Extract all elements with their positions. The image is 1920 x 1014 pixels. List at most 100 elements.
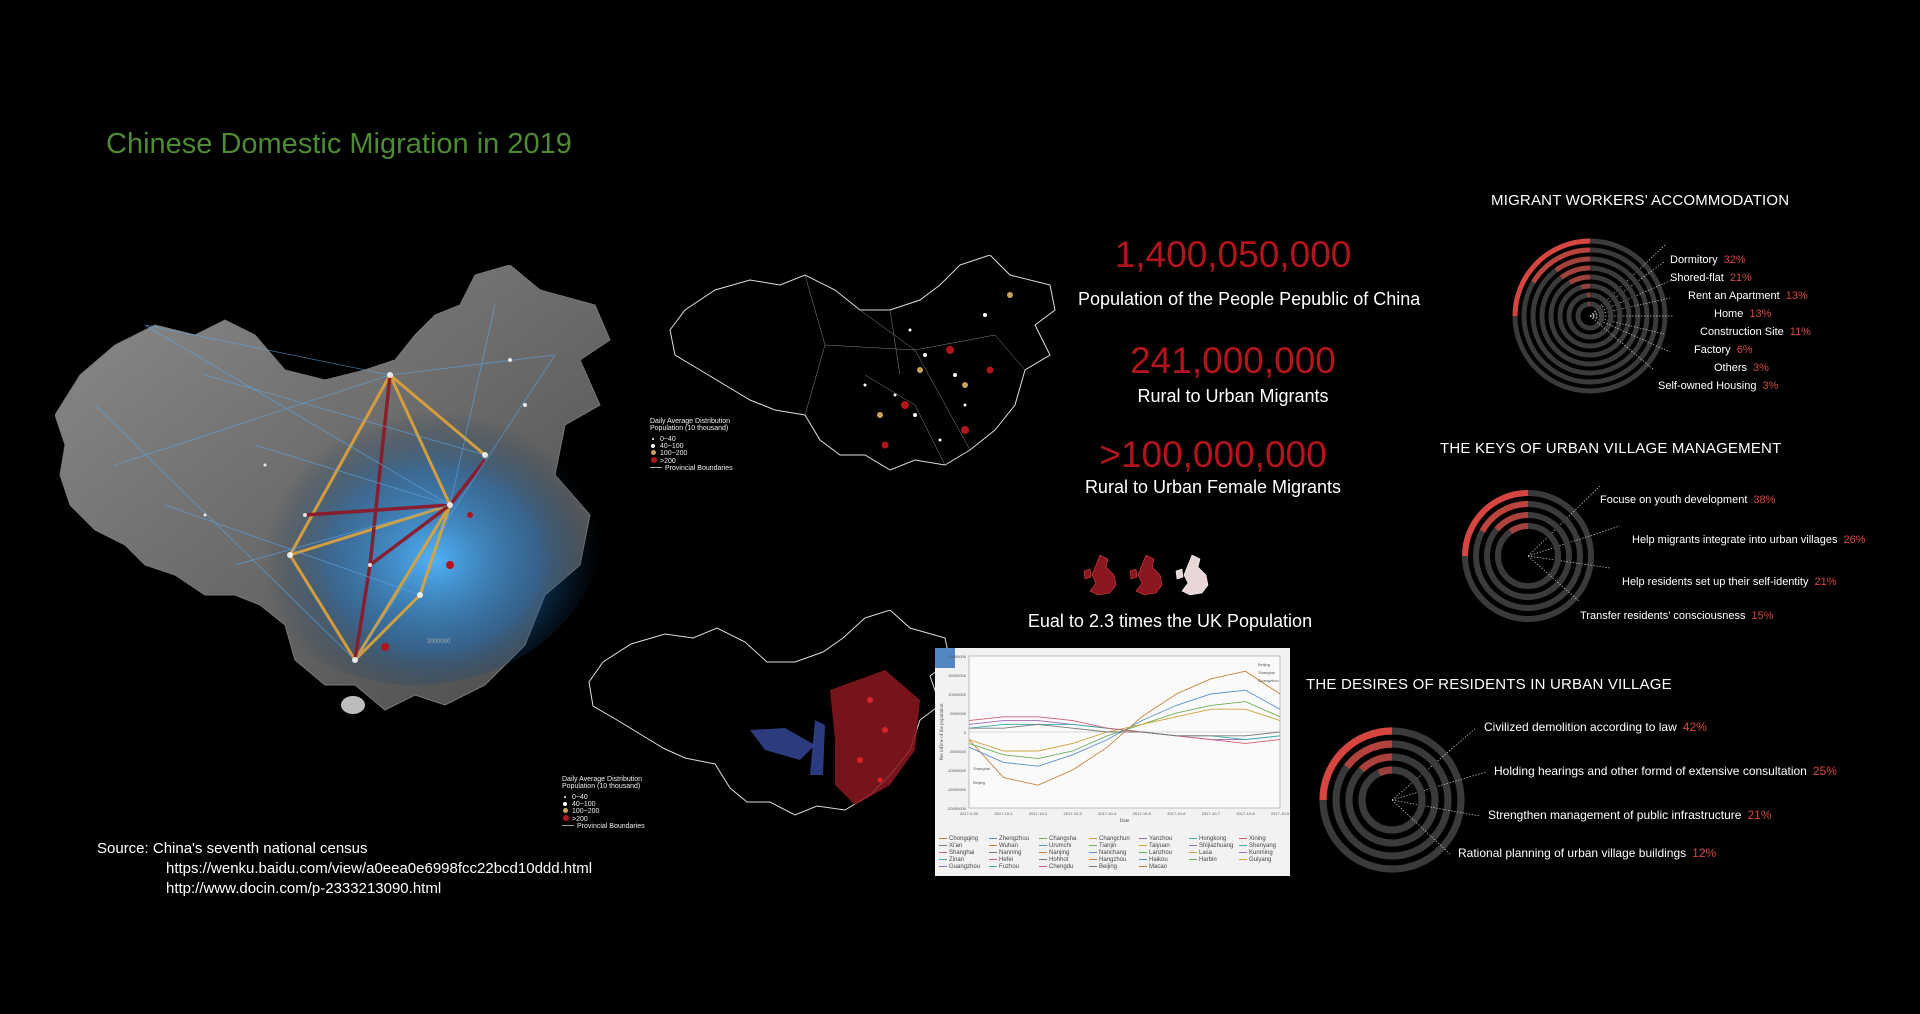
y-tick-label: 5000000 (950, 711, 966, 716)
legend-swatch (1089, 838, 1097, 839)
radial-label-pct: 12% (1692, 846, 1717, 860)
desires-labels: Civilized demolition according to law 42%… (1390, 720, 1910, 884)
radial-label-pct: 21% (1729, 272, 1752, 284)
legend-row: 100~200 (660, 450, 688, 457)
legend-row: >200 (660, 458, 676, 465)
legend-swatch (1189, 845, 1197, 846)
x-tick-label: 2017-10-6 (1167, 811, 1186, 816)
legend-entry: Kunming (1239, 850, 1287, 856)
radial-label: Focuse on youth development 38% (1600, 494, 1775, 506)
y-tick-label: 0 (964, 730, 967, 735)
accommodation-labels: Dormitory 32% Shored-flat 21% Rent an Apartm… (1540, 248, 1820, 408)
x-tick-label: 2017-10-4 (1098, 811, 1117, 816)
page-title: Chinese Domestic Migration in 2019 (106, 128, 572, 160)
desires-title: THE DESIRES OF RESIDENTS IN URBAN VILLAG… (1306, 676, 1672, 693)
map-legend-top: Daily Average Distribution Population (1… (650, 418, 733, 472)
radial-label-text: Construction Site (1700, 326, 1784, 338)
legend-swatch (1239, 845, 1247, 846)
radial-label-pct: 15% (1751, 610, 1774, 622)
leader-line (1589, 315, 1655, 371)
legend-entry: Fuzhou (989, 864, 1037, 870)
radial-bar (1494, 511, 1529, 532)
leader-line (1391, 799, 1451, 855)
legend-city: Haikou (1149, 857, 1168, 863)
x-tick-label: 2017-10-5 (1133, 811, 1152, 816)
radial-label-pct: 25% (1812, 764, 1837, 778)
legend-row: 40~100 (572, 801, 596, 808)
legend-entry: Taiyuan (1139, 843, 1187, 849)
legend-row: >200 (572, 816, 588, 823)
radial-label-pct: 26% (1843, 534, 1866, 546)
x-tick-label: 2017-10-7 (1202, 811, 1221, 816)
map-legend-bottom: Daily Average Distribution Population (1… (562, 776, 645, 830)
radial-label-text: Strengthen management of public infrastr… (1488, 808, 1742, 822)
map-annotation: 2000000 (427, 639, 451, 645)
legend-entry: Nanjing (1039, 850, 1087, 856)
legend-city: Kunming (1249, 850, 1273, 856)
radial-label-pct: 21% (1814, 576, 1837, 588)
radial-label-text: Others (1714, 362, 1748, 374)
y-tick-label: 15000000 (948, 673, 967, 678)
legend-swatch (1039, 845, 1047, 846)
radial-label-text: Rational planning of urban village build… (1458, 846, 1687, 860)
radial-bar (1319, 727, 1393, 801)
legend-entry: Chengdu (1039, 864, 1087, 870)
legend-entry: Shenyang (1239, 843, 1287, 849)
legend-row: 40~100 (660, 443, 684, 450)
legend-swatch (989, 838, 997, 839)
chart-legend: Chongqing Zhengzhou Changsha Changchun Yanzh… (939, 836, 1287, 870)
source-url-2[interactable]: http://www.docin.com/p-2333213090.html (166, 880, 442, 897)
radial-label: Self-owned Housing 3% (1658, 380, 1778, 392)
population-value: 1,400,050,000 (1114, 234, 1352, 275)
series-label: Shanghai (973, 766, 990, 771)
legend-swatch (989, 852, 997, 853)
legend-entry: Guiyang (1239, 857, 1287, 863)
legend-entry: Changsha (1039, 836, 1087, 842)
source-url-1[interactable]: https://wenku.baidu.com/view/a0eea0e6998… (166, 860, 593, 877)
legend-title: Daily Average Distribution (650, 418, 731, 425)
legend-swatch (1139, 859, 1147, 860)
china-outline-map-top (669, 255, 1056, 471)
radial-bar (1531, 247, 1591, 284)
y-tick-label: 10000000 (948, 692, 967, 697)
legend-city: Hohhot (1049, 857, 1069, 863)
legend-entry: Zinan (939, 857, 987, 863)
radial-label: Construction Site 11% (1700, 326, 1811, 338)
legend-swatch (939, 852, 947, 853)
legend-subtitle: Population (10 thousand) (650, 425, 729, 432)
radial-bar (1377, 766, 1393, 777)
x-tick-label: 2017-10-2 (1029, 811, 1048, 816)
female-migrants-value: >100,000,000 (1099, 434, 1327, 475)
legend-entry: Changchun (1089, 836, 1137, 842)
legend-swatch (939, 859, 947, 860)
legend-swatch (1039, 852, 1047, 853)
legend-city: Hangzhou (1099, 857, 1127, 863)
legend-city: Changsha (1049, 836, 1077, 842)
legend-row: Provincial Boundaries (665, 465, 733, 472)
legend-entry: Xining (1239, 836, 1287, 842)
y-tick-label: -15000000 (947, 787, 967, 792)
legend-city: Hefei (999, 857, 1014, 863)
uk-icon-partial (1175, 554, 1209, 596)
legend-city: Chongqing (949, 836, 979, 842)
legend-swatch (939, 866, 947, 867)
migrants-value: 241,000,000 (1130, 340, 1336, 381)
net-inflow-chart: 20000000 15000000 10000000 5000000 0 -5000000… (935, 648, 1290, 876)
uk-comparison-label: Eual to 2.3 times the UK Population (1027, 611, 1313, 631)
radial-label-pct: 3% (1753, 362, 1769, 374)
legend-swatch (1139, 852, 1147, 853)
radial-label: Home 13% (1714, 308, 1771, 320)
radial-label: Factory 6% (1694, 344, 1753, 356)
migrants-label: Rural to Urban Migrants (1137, 386, 1329, 406)
legend-entry: Hongkong (1189, 836, 1237, 842)
legend-city: Shanghai (949, 850, 975, 856)
radial-label-text: Self-owned Housing (1658, 380, 1757, 392)
legend-entry: Lanzhou (1139, 850, 1187, 856)
legend-city: Yanzhou (1149, 836, 1173, 842)
radial-label-text: Help residents set up their self-identit… (1622, 576, 1809, 588)
y-tick-label: -10000000 (947, 768, 967, 773)
legend-city: Taiyuan (1149, 843, 1170, 849)
x-tick-label: 2017-10-3 (1064, 811, 1083, 816)
legend-city: Lasa (1199, 850, 1213, 856)
legend-city: Guangzhou (949, 864, 981, 870)
